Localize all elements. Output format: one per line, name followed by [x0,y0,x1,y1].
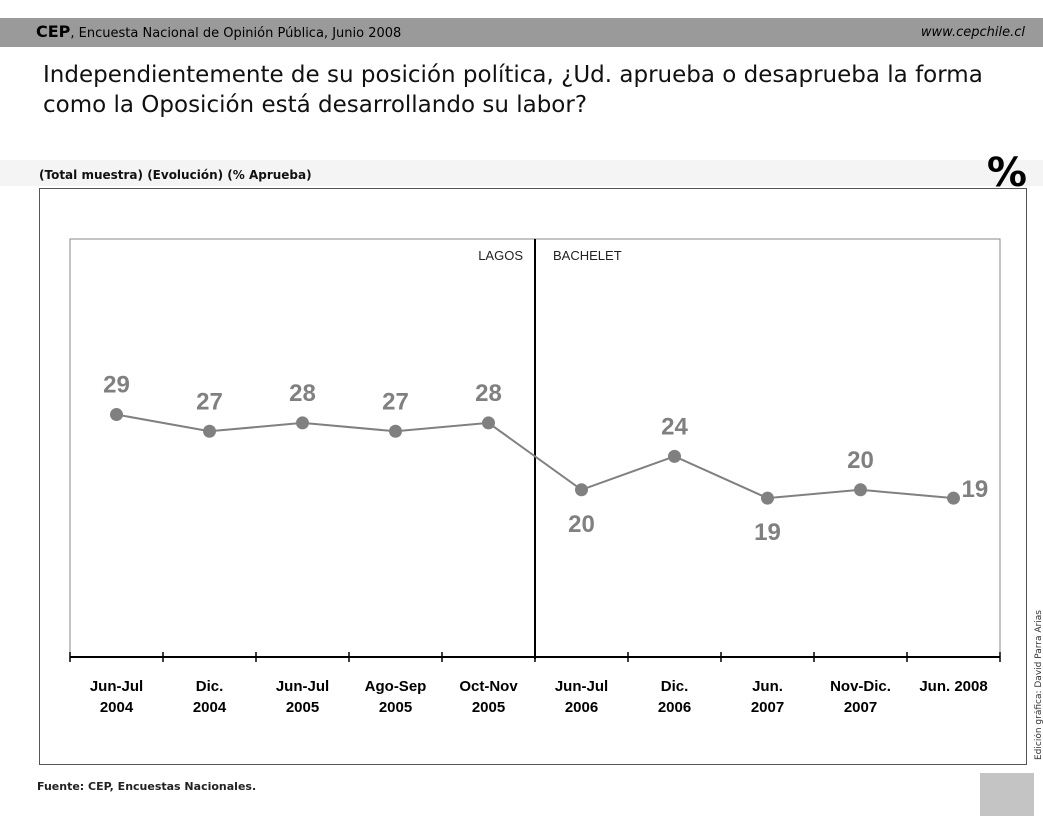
data-point [761,491,774,505]
source-note: Fuente: CEP, Encuestas Nacionales. [37,780,257,793]
series-line [116,413,954,500]
data-point [575,483,588,497]
x-tick-label: Ago-Sep 2005 [365,678,427,716]
data-point [854,483,867,497]
x-tick-label: Jun. 2007 [751,678,784,716]
data-label: 20 [847,447,874,474]
data-point [668,449,681,463]
survey-name: , Encuesta Nacional de Opinión Pública, … [70,26,402,41]
period-label-lagos: LAGOS [478,248,523,263]
x-tick-label: Dic. 2006 [658,678,691,716]
subtitle-band [0,160,1043,186]
graphic-credit-text: Edición gráfica: David Parra Arias [1034,610,1043,760]
data-point [110,408,123,422]
data-label: 28 [289,380,316,407]
x-tick-label: Jun-Jul 2005 [276,678,329,716]
x-tick-label: Nov-Dic. 2007 [830,678,891,716]
data-point [482,416,495,430]
data-point [947,491,960,505]
data-label: 27 [382,388,409,415]
question-text: Independientemente de su posición políti… [43,62,983,118]
data-label: 29 [103,372,130,399]
x-tick-label: Dic. 2004 [193,678,227,716]
chart-subtitle: (Total muestra) (Evolución) (% Aprueba) [39,168,312,182]
x-tick-label: Jun-Jul 2004 [90,678,143,716]
corner-box [980,773,1034,816]
data-label: 19 [754,519,781,546]
data-point [203,424,216,438]
header-title: CEP, Encuesta Nacional de Opinión Públic… [36,22,401,41]
data-label: 24 [661,413,688,440]
x-tick-label: Oct-Nov 2005 [459,678,518,716]
header-bar: CEP, Encuesta Nacional de Opinión Públic… [0,18,1043,47]
data-label: 28 [475,380,502,407]
period-label-bachelet: BACHELET [553,248,622,263]
graphic-credit: Edición gráfica: David Parra Arias [1034,600,1043,800]
data-label: 19 [962,476,989,503]
x-tick-label: Jun-Jul 2006 [555,678,608,716]
data-point [389,424,402,438]
data-label: 27 [196,388,223,415]
x-tick-label: Jun. 2008 [919,678,987,695]
data-label: 20 [568,511,595,538]
header-url: www.cepchile.cl [920,25,1025,40]
data-point [296,416,309,430]
chart-frame [39,188,1027,765]
brand-name: CEP [36,22,71,41]
